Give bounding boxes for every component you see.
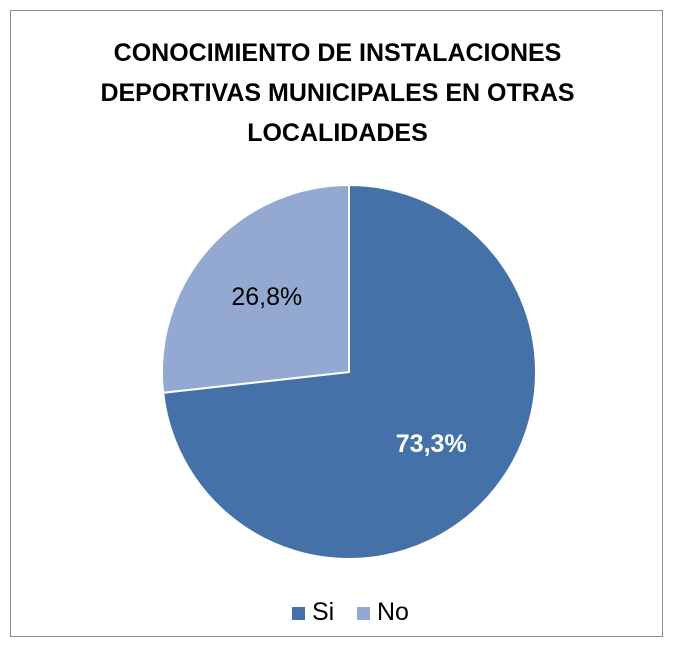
legend-item-si: Si bbox=[292, 598, 334, 628]
legend-swatch-si bbox=[292, 606, 305, 620]
chart-title-line-1: CONOCIMIENTO DE INSTALACIONES bbox=[113, 39, 562, 67]
legend-label-no: No bbox=[376, 598, 409, 626]
chart-title-line-3: LOCALIDADES bbox=[247, 119, 428, 147]
data-label-no: 26,8% bbox=[231, 283, 302, 311]
pie-slice-no bbox=[161, 183, 350, 394]
chart-title-line-2: DEPORTIVAS MUNICIPALES EN OTRAS bbox=[100, 79, 575, 107]
legend-label-si: Si bbox=[311, 598, 335, 626]
legend-swatch-no bbox=[357, 606, 370, 620]
legend-item-no: No bbox=[357, 598, 409, 628]
data-label-si: 73,3% bbox=[396, 430, 467, 458]
